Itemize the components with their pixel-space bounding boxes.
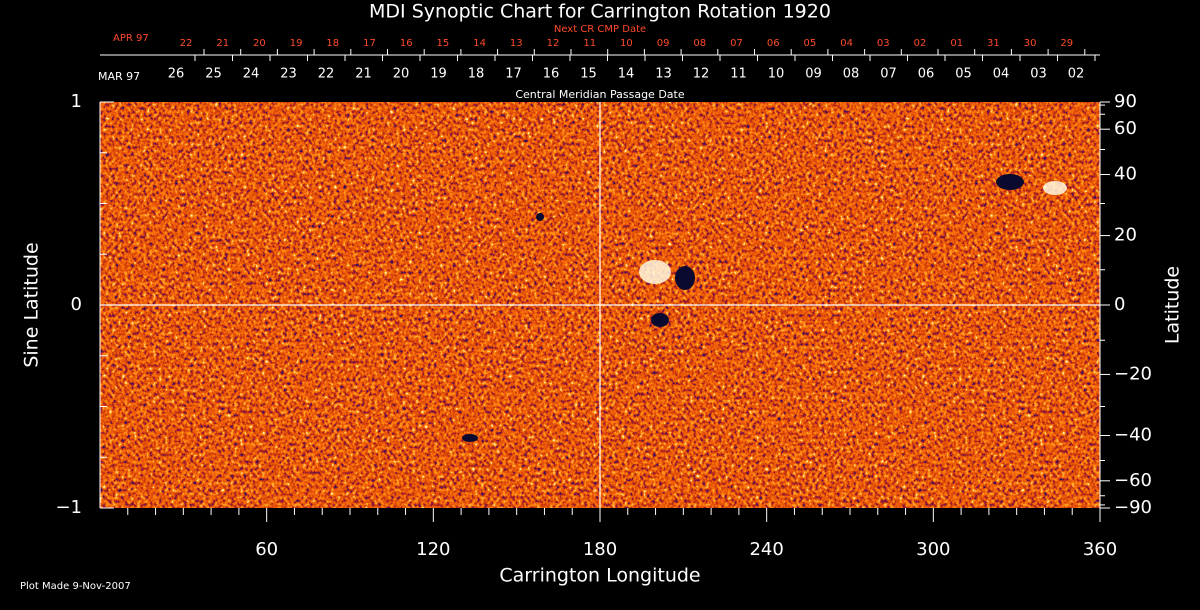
- date-axis-label: Central Meridian Passage Date: [515, 88, 684, 101]
- date-label: 15: [580, 67, 597, 82]
- x-tick-label: 120: [416, 539, 450, 560]
- date-label: 09: [805, 67, 822, 82]
- y-tick-label: 0: [71, 294, 82, 315]
- y2-tick-label: 60: [1114, 118, 1137, 139]
- y2-tick-label: −40: [1114, 424, 1152, 445]
- next-date-label: 15: [437, 38, 450, 49]
- y-axis-label: Sine Latitude: [21, 242, 43, 367]
- date-label: 19: [430, 67, 447, 82]
- next-date-label: 20: [253, 38, 266, 49]
- next-month: APR 97: [113, 33, 149, 44]
- x-tick-label: 60: [255, 539, 278, 560]
- y2-tick-label: −60: [1114, 470, 1152, 491]
- y2-axis-label: Latitude: [1162, 266, 1184, 344]
- next-date-label: 16: [400, 38, 413, 49]
- date-label: 20: [393, 67, 410, 82]
- date-label: 05: [955, 67, 972, 82]
- y2-tick-label: 0: [1114, 294, 1125, 315]
- x-tick-label: 360: [1083, 539, 1117, 560]
- next-date-label: 19: [290, 38, 303, 49]
- date-label: 17: [505, 67, 522, 82]
- next-date-label: 03: [877, 38, 890, 49]
- date-label: 23: [280, 67, 297, 82]
- date-label: 12: [693, 67, 710, 82]
- y-tick-label: −1: [55, 497, 82, 518]
- date-label: 24: [243, 67, 260, 82]
- y2-tick-label: −20: [1114, 363, 1152, 384]
- date-label: 10: [768, 67, 785, 82]
- x-tick-label: 240: [749, 539, 783, 560]
- date-label: 04: [993, 67, 1010, 82]
- date-label: 03: [1030, 67, 1047, 82]
- next-date-label: 13: [510, 38, 523, 49]
- next-date-label: 11: [583, 38, 596, 49]
- y-tick-label: 1: [71, 91, 82, 112]
- subtitle: Next CR CMP Date: [554, 24, 646, 35]
- y2-tick-label: −90: [1114, 497, 1152, 518]
- x-tick-label: 180: [583, 539, 617, 560]
- y2-tick-label: 90: [1114, 91, 1137, 112]
- next-date-label: 30: [1024, 38, 1037, 49]
- next-date-label: 21: [216, 38, 229, 49]
- next-date-label: 07: [730, 38, 743, 49]
- next-date-label: 14: [473, 38, 486, 49]
- y2-tick-label: 40: [1114, 164, 1137, 185]
- date-label: 25: [205, 67, 222, 82]
- next-date-label: 01: [950, 38, 963, 49]
- next-date-label: 05: [804, 38, 817, 49]
- date-label: 14: [618, 67, 635, 82]
- features: [462, 174, 1067, 442]
- next-date-label: 22: [180, 38, 193, 49]
- x-tick-label: 300: [916, 539, 950, 560]
- date-label: 21: [355, 67, 372, 82]
- footer: Plot Made 9-Nov-2007: [20, 581, 131, 592]
- next-date-label: 10: [620, 38, 633, 49]
- next-date-label: 02: [914, 38, 927, 49]
- date-label: 08: [843, 67, 860, 82]
- y2-tick-label: 20: [1114, 225, 1137, 246]
- x-axis-label: Carrington Longitude: [499, 565, 700, 587]
- next-date-label: 31: [987, 38, 1000, 49]
- next-date-label: 29: [1060, 38, 1073, 49]
- date-label: 18: [468, 67, 485, 82]
- date-label: 16: [543, 67, 560, 82]
- next-date-label: 17: [363, 38, 376, 49]
- next-date-label: 12: [547, 38, 560, 49]
- next-date-label: 06: [767, 38, 780, 49]
- next-date-label: 18: [326, 38, 339, 49]
- next-date-label: 04: [840, 38, 853, 49]
- next-date-label: 09: [657, 38, 670, 49]
- date-label: 07: [880, 67, 897, 82]
- month: MAR 97: [98, 70, 140, 83]
- date-label: 02: [1068, 67, 1085, 82]
- date-label: 06: [918, 67, 935, 82]
- date-label: 11: [730, 67, 747, 82]
- next-date-label: 08: [693, 38, 706, 49]
- chart-title: MDI Synoptic Chart for Carrington Rotati…: [369, 1, 831, 23]
- date-label: 22: [318, 67, 335, 82]
- date-label: 26: [168, 67, 185, 82]
- date-label: 13: [655, 67, 672, 82]
